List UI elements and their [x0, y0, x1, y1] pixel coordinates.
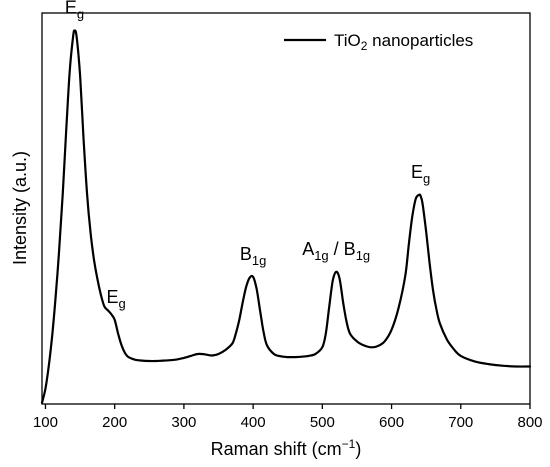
peak-label-part: E — [65, 0, 77, 18]
x-axis-title-main: Raman shift (cm — [211, 439, 342, 459]
legend-label-tail: nanoparticles — [367, 31, 473, 50]
legend-label-main: TiO — [334, 31, 361, 50]
peak-label-part: / B — [329, 239, 356, 259]
peak-label-part: 1g — [252, 253, 266, 268]
x-axis-ticks — [44, 404, 531, 409]
legend-label: TiO2 nanoparticles — [334, 31, 473, 53]
peak-label: A1g / B1g — [302, 239, 370, 263]
x-tick-label: 200 — [102, 414, 127, 431]
x-axis-tick-labels: 100 200 300 400 500 600 700 800 — [33, 414, 543, 431]
peak-label-part: g — [77, 7, 84, 22]
x-tick-label: 800 — [517, 414, 542, 431]
x-tick-label: 100 — [33, 414, 58, 431]
x-axis-title: Raman shift (cm−1) — [211, 437, 362, 459]
y-axis-title: Intensity (a.u.) — [10, 151, 30, 265]
peak-label: B1g — [240, 244, 266, 268]
peak-label-part: g — [423, 171, 430, 186]
x-tick-label: 300 — [171, 414, 196, 431]
peak-label-part: 1g — [314, 248, 328, 263]
x-tick-label: 500 — [310, 414, 335, 431]
peak-label-part: A — [302, 239, 314, 259]
legend-label-sub: 2 — [361, 39, 368, 53]
x-axis-title-tail: ) — [355, 439, 361, 459]
peak-label: Eg — [65, 0, 84, 22]
peak-label: Eg — [411, 162, 430, 186]
peak-label-part: 1g — [356, 248, 370, 263]
plot-frame — [41, 12, 531, 405]
peak-label-part: E — [411, 162, 423, 182]
legend: TiO2 nanoparticles — [284, 31, 473, 53]
peak-label-part: B — [240, 244, 252, 264]
x-tick-label: 600 — [379, 414, 404, 431]
x-tick-label: 400 — [241, 414, 266, 431]
series-line-tio2 — [40, 29, 532, 404]
peak-label-part: E — [106, 287, 118, 307]
x-tick-label: 700 — [448, 414, 473, 431]
x-axis-title-sup: −1 — [342, 437, 356, 451]
peak-label: Eg — [106, 287, 125, 311]
peak-label-part: g — [118, 296, 125, 311]
